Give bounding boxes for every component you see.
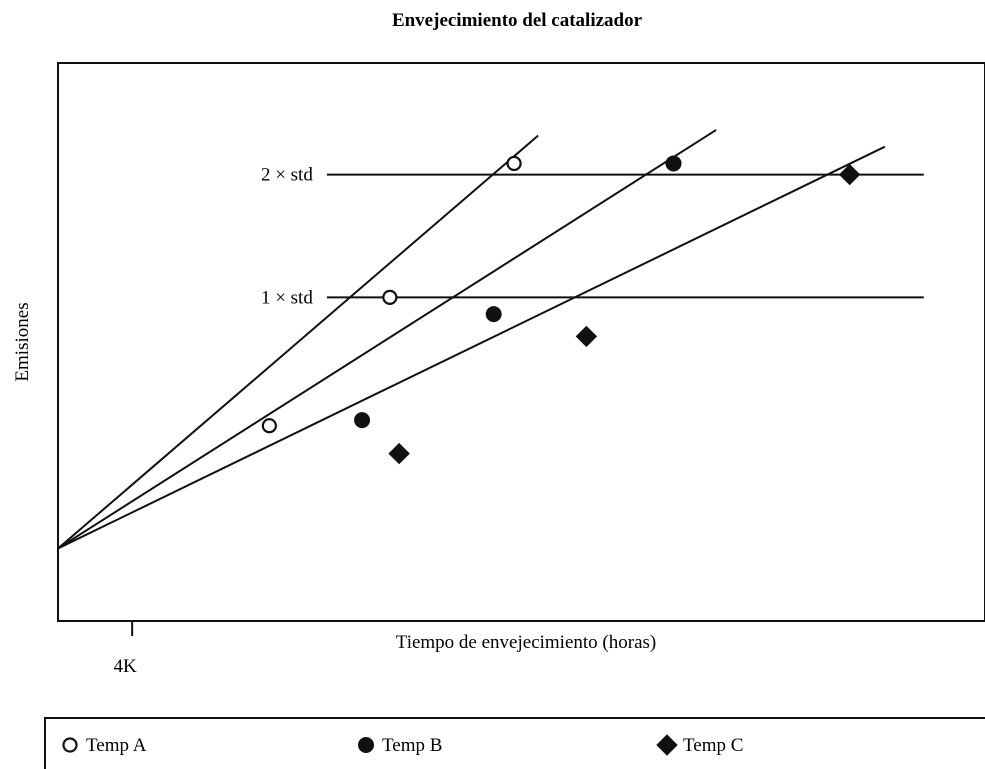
legend-item-temp-b: Temp B bbox=[358, 735, 442, 756]
data-point-temp-a bbox=[382, 289, 398, 305]
data-point-temp-b bbox=[354, 412, 371, 429]
series-line-temp-b bbox=[57, 129, 717, 550]
legend-label: Temp B bbox=[382, 735, 442, 756]
legend-marker-temp-c bbox=[656, 734, 678, 756]
x-tick-label: 4K bbox=[114, 656, 138, 677]
chart-title: Envejecimiento del catalizador bbox=[392, 10, 643, 31]
data-point-temp-c bbox=[838, 163, 861, 186]
data-point-temp-b bbox=[665, 155, 682, 172]
legend: Temp A Temp B Temp C bbox=[44, 717, 985, 769]
plot-frame bbox=[57, 62, 985, 622]
x-axis-label: Tiempo de envejecimiento (horas) bbox=[396, 632, 656, 653]
series-lines bbox=[57, 129, 886, 550]
reference-line-label: 1 × std bbox=[261, 287, 313, 308]
series-line-temp-a bbox=[57, 134, 539, 550]
legend-item-temp-c: Temp C bbox=[656, 734, 743, 756]
series-line-temp-c bbox=[57, 145, 886, 550]
legend-marker-temp-b bbox=[358, 737, 374, 753]
legend-label: Temp C bbox=[683, 735, 743, 756]
data-point-temp-c bbox=[388, 442, 410, 465]
reference-lines: 1 × std 2 × std bbox=[261, 165, 924, 308]
legend-box bbox=[44, 717, 985, 769]
data-point-temp-b bbox=[485, 306, 502, 323]
legend-label: Temp A bbox=[86, 735, 147, 756]
series-markers bbox=[261, 155, 861, 465]
x-ticks: 4K bbox=[114, 621, 138, 677]
data-point-temp-a bbox=[506, 155, 522, 172]
y-axis-label: Emisiones bbox=[12, 302, 33, 381]
legend-marker-temp-a bbox=[62, 737, 78, 753]
data-point-temp-c bbox=[575, 325, 598, 348]
data-point-temp-a bbox=[261, 418, 277, 434]
reference-line-label: 2 × std bbox=[261, 165, 313, 186]
legend-item-temp-a: Temp A bbox=[62, 735, 147, 756]
